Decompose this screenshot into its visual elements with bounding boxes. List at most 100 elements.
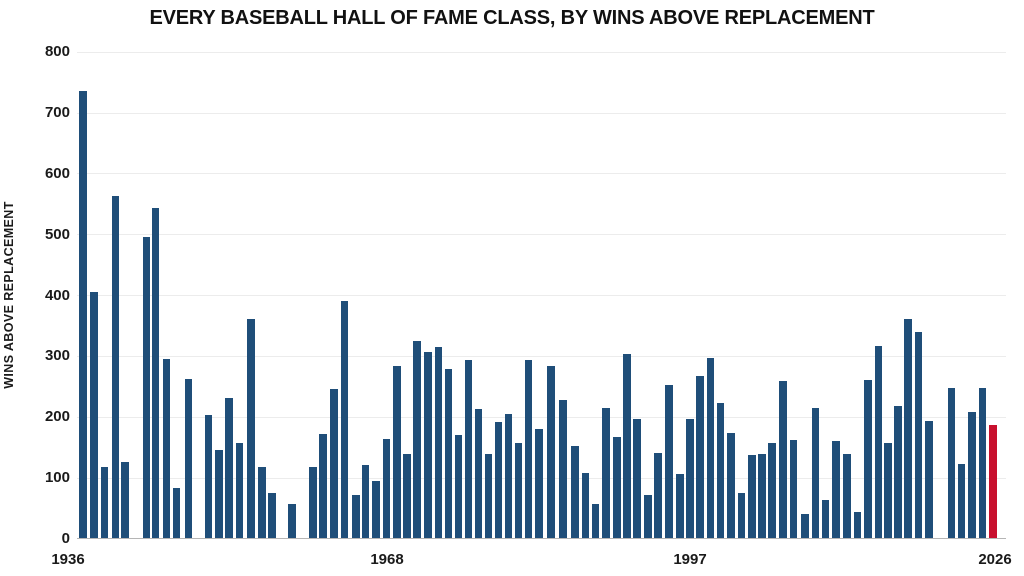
bar bbox=[686, 419, 694, 539]
bar bbox=[111, 195, 120, 539]
bar bbox=[748, 455, 756, 539]
bar bbox=[330, 389, 338, 539]
y-tick-label-600: 600 bbox=[44, 164, 70, 182]
bar bbox=[361, 465, 370, 539]
bar bbox=[79, 91, 87, 539]
gridline-700 bbox=[77, 112, 1006, 114]
bar bbox=[591, 504, 600, 539]
bar bbox=[464, 360, 473, 539]
bar bbox=[288, 503, 296, 539]
x-tick-label-1997: 1997 bbox=[673, 551, 707, 568]
bar bbox=[484, 453, 493, 539]
bar bbox=[494, 421, 503, 539]
y-tick-label-700: 700 bbox=[44, 104, 70, 121]
chart-title: EVERY BASEBALL HALL OF FAME CLASS, BY WI… bbox=[149, 7, 875, 29]
y-tick-label-100: 100 bbox=[44, 469, 70, 486]
bar bbox=[215, 450, 223, 539]
bar bbox=[968, 411, 976, 539]
bar bbox=[514, 443, 523, 539]
gridline-800 bbox=[77, 51, 1006, 53]
bar bbox=[268, 493, 276, 539]
bar bbox=[768, 442, 776, 539]
bar bbox=[571, 445, 579, 539]
gridline-0 bbox=[77, 538, 1006, 540]
bar bbox=[874, 346, 883, 539]
bar bbox=[504, 414, 513, 539]
bar bbox=[90, 292, 98, 539]
bar bbox=[665, 385, 673, 539]
bar bbox=[925, 420, 933, 539]
bar bbox=[676, 474, 684, 539]
bar bbox=[613, 436, 621, 539]
bar bbox=[247, 319, 255, 539]
bar bbox=[894, 405, 902, 539]
bar bbox=[100, 466, 109, 539]
bar bbox=[821, 500, 830, 539]
x-tick-label-1968: 1968 bbox=[370, 551, 404, 568]
bar bbox=[184, 378, 193, 539]
x-tick-label-2026: 2026 bbox=[978, 551, 1012, 568]
bar bbox=[309, 467, 317, 539]
bar bbox=[696, 375, 704, 539]
bar bbox=[559, 400, 567, 539]
bar bbox=[602, 408, 610, 539]
bar bbox=[235, 443, 244, 539]
bar bbox=[737, 492, 746, 539]
bar bbox=[121, 462, 129, 539]
bar bbox=[340, 300, 349, 539]
bar bbox=[474, 409, 483, 539]
y-tick-label-0: 0 bbox=[61, 529, 70, 547]
bar bbox=[853, 511, 862, 539]
bar bbox=[789, 439, 798, 539]
bar bbox=[434, 347, 443, 539]
y-tick-label-500: 500 bbox=[44, 225, 70, 243]
bar bbox=[623, 354, 631, 539]
bar bbox=[142, 237, 151, 539]
bar bbox=[444, 369, 453, 539]
bar bbox=[843, 453, 851, 539]
bar bbox=[151, 208, 160, 539]
bar bbox=[727, 432, 735, 539]
y-tick-label-200: 200 bbox=[44, 408, 70, 426]
bar bbox=[779, 381, 787, 539]
bar bbox=[801, 514, 809, 539]
bar bbox=[654, 453, 662, 539]
bar bbox=[947, 388, 956, 539]
bar bbox=[372, 480, 380, 539]
y-tick-label-300: 300 bbox=[44, 347, 70, 365]
bar bbox=[978, 388, 987, 539]
bar bbox=[382, 438, 391, 539]
bar bbox=[403, 453, 411, 539]
bar bbox=[716, 402, 725, 539]
bar bbox=[957, 464, 966, 539]
gridline-200 bbox=[77, 416, 1006, 418]
bar bbox=[524, 359, 533, 539]
bar bbox=[811, 408, 820, 539]
bar bbox=[172, 488, 181, 539]
gridline-500 bbox=[77, 234, 1006, 236]
bar bbox=[832, 441, 840, 539]
bar bbox=[393, 365, 401, 539]
bar bbox=[904, 319, 912, 539]
bar bbox=[644, 495, 652, 539]
y-tick-label-400: 400 bbox=[44, 286, 70, 304]
bar-highlighted-2026 bbox=[989, 424, 997, 539]
bar bbox=[162, 358, 171, 539]
gridline-300 bbox=[77, 355, 1006, 357]
gridline-400 bbox=[77, 295, 1006, 296]
bar bbox=[352, 494, 360, 539]
bar bbox=[633, 418, 641, 539]
bar bbox=[454, 434, 463, 539]
bar bbox=[581, 473, 590, 539]
bar bbox=[706, 357, 715, 539]
gridline-600 bbox=[77, 173, 1006, 175]
bar bbox=[535, 428, 543, 539]
bar bbox=[914, 332, 923, 539]
y-tick-label-800: 800 bbox=[44, 43, 70, 61]
bar bbox=[225, 398, 233, 539]
bar bbox=[884, 442, 892, 539]
bar bbox=[204, 414, 213, 539]
bar bbox=[864, 380, 872, 539]
bar bbox=[424, 351, 432, 539]
